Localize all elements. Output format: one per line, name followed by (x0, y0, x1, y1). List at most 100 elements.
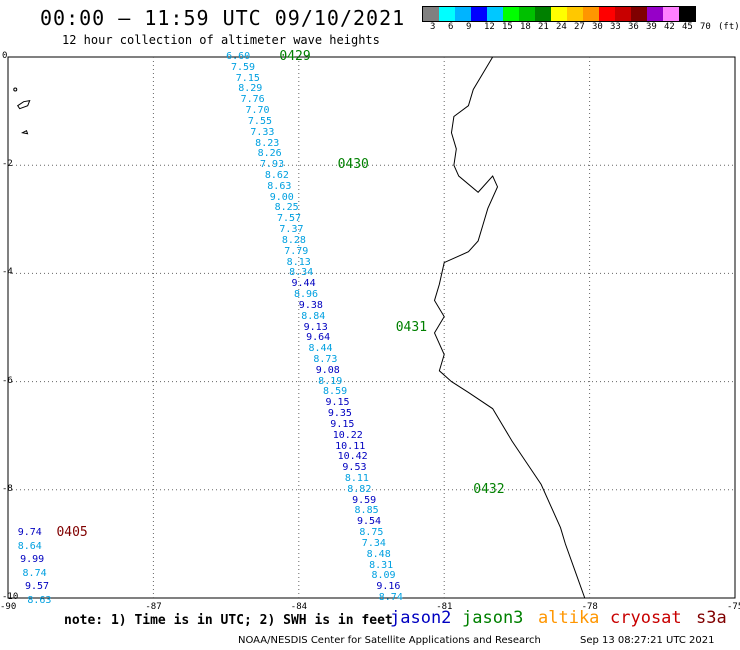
wave-height-sample: 7.33 (250, 126, 275, 138)
colorbar-swatch (647, 7, 663, 21)
pass-time-label: 0430 (337, 157, 369, 173)
colorbar-tick-label: 3 (430, 22, 436, 32)
wave-height-sample: 8.31 (369, 559, 394, 571)
wave-height-sample: 8.29 (238, 83, 263, 95)
longitude-tick-label: -81 (436, 602, 453, 612)
wave-height-sample: 8.26 (257, 148, 282, 160)
wave-height-sample: 9.15 (325, 397, 350, 409)
wave-height-sample: 7.59 (230, 61, 256, 73)
wave-height-sample: 8.48 (366, 548, 391, 560)
wave-height-sample: 9.13 (303, 321, 328, 333)
wave-height-sample: 8.11 (344, 472, 369, 484)
latitude-tick-label: -4 (2, 267, 13, 278)
colorbar-swatch (439, 7, 455, 21)
colorbar-swatch (583, 7, 599, 21)
pass-time-label: 0405 (56, 525, 88, 541)
credit-line: NOAA/NESDIS Center for Satellite Applica… (238, 635, 541, 646)
galapagos-island (21, 130, 29, 135)
satellite-legend-altika: altika (538, 608, 600, 628)
longitude-tick-label: -90 (0, 602, 17, 612)
colorbar-tick-label: 24 (556, 22, 567, 32)
wave-height-sample: 8.74 (22, 567, 47, 579)
longitude-tick-label: -75 (727, 602, 740, 612)
wave-height-sample: 8.64 (17, 540, 42, 552)
colorbar-swatch (471, 7, 487, 21)
wave-height-sample: 9.44 (291, 278, 316, 290)
wave-height-sample: 8.19 (318, 375, 343, 387)
wave-height-sample: 10.11 (335, 440, 366, 452)
units-note: note: 1) Time is in UTC; 2) SWH is in fe… (64, 613, 393, 628)
wave-height-colorbar (422, 6, 696, 22)
colorbar-tick-label: 6 (448, 22, 454, 32)
colorbar-swatch (535, 7, 551, 21)
wave-height-sample: 8.23 (255, 137, 280, 149)
wave-height-sample: 10.42 (337, 451, 368, 463)
colorbar-swatch (519, 7, 535, 21)
wave-height-sample: 8.75 (359, 527, 384, 539)
wave-height-sample: 9.54 (356, 516, 382, 528)
wave-height-sample: 9.35 (327, 408, 352, 420)
latitude-tick-label: -10 (2, 592, 19, 602)
colorbar-tick-label: 36 (628, 22, 639, 32)
wave-height-sample: 7.55 (247, 115, 272, 127)
map-frame (7, 56, 736, 599)
wave-height-sample: 8.84 (301, 310, 326, 322)
longitude-tick-label: -78 (581, 602, 598, 612)
longitude-tick-label: -84 (290, 602, 308, 612)
wave-height-sample: 9.00 (269, 191, 294, 203)
colorbar-tick-label: 70 (700, 22, 711, 32)
wave-height-sample: 9.08 (315, 364, 340, 376)
latitude-tick-label: 0 (2, 51, 8, 61)
pass-time-label: 0432 (473, 481, 505, 497)
colorbar-swatch (423, 7, 439, 21)
wave-height-sample: 8.96 (293, 289, 319, 301)
satellite-legend-jason2: jason2 (390, 608, 452, 628)
wave-height-sample: 9.64 (306, 332, 331, 344)
colorbar-swatch (503, 7, 519, 21)
wave-height-sample: 8.59 (323, 386, 348, 398)
wave-height-sample: 9.99 (20, 554, 45, 566)
wave-height-sample: 9.38 (298, 299, 323, 311)
wave-height-sample: 7.76 (240, 94, 265, 106)
wave-height-sample: 8.44 (308, 343, 333, 355)
page-title: 00:00 – 11:59 UTC 09/10/2021 (40, 6, 406, 30)
colorbar-swatch (599, 7, 615, 21)
wave-height-sample: 8.25 (274, 202, 299, 214)
colorbar-swatch (551, 7, 567, 21)
latitude-tick-label: -2 (2, 159, 13, 170)
wave-height-sample: 8.85 (354, 505, 379, 517)
wave-height-sample: 10.22 (332, 429, 363, 441)
colorbar-swatch (455, 7, 471, 21)
wave-height-sample: 7.34 (361, 537, 386, 549)
colorbar-swatch (663, 7, 679, 21)
longitude-tick-label: -87 (145, 602, 162, 612)
colorbar-swatch (631, 7, 647, 21)
colorbar-swatch (567, 7, 583, 21)
wave-height-sample: 8.63 (27, 594, 52, 606)
wave-height-sample: 9.53 (342, 462, 367, 474)
colorbar-tick-label: 30 (592, 22, 603, 32)
wave-height-sample: 7.57 (276, 213, 302, 225)
colorbar-tick-label: 21 (538, 22, 549, 32)
colorbar-tick-label: 18 (520, 22, 531, 32)
colorbar-tick-label: 42 (664, 22, 675, 32)
latitude-tick-label: -6 (2, 375, 13, 386)
wave-height-sample: 8.73 (313, 353, 338, 365)
wave-height-sample: 9.74 (17, 527, 42, 539)
colorbar-tick-label: 45 (682, 22, 693, 32)
wave-height-sample: 9.57 (24, 581, 50, 593)
galapagos-island (13, 87, 18, 92)
wave-height-sample: 8.74 (378, 592, 403, 603)
wave-height-sample: 8.34 (289, 267, 314, 279)
wave-height-sample: 7.37 (279, 224, 304, 236)
galapagos-island (16, 100, 31, 110)
wave-height-sample: 7.93 (260, 159, 285, 171)
pass-time-label: 0431 (395, 319, 428, 335)
colorbar-tick-label: 9 (466, 22, 472, 32)
colorbar-tick-label: 33 (610, 22, 621, 32)
wave-height-sample: 8.62 (264, 170, 289, 182)
coastline (433, 56, 586, 599)
wave-height-sample: 8.28 (281, 234, 306, 246)
